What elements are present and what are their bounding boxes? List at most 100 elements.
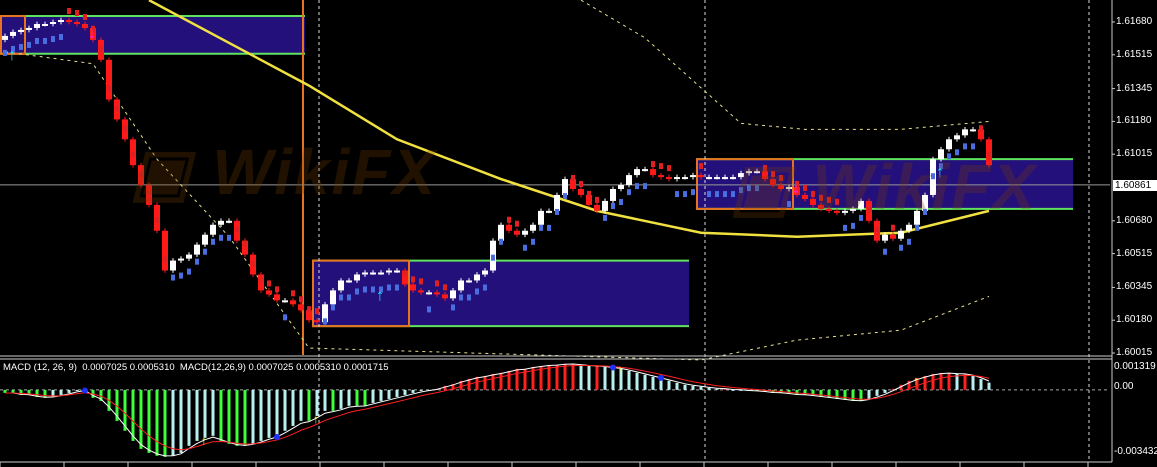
bull-candle bbox=[482, 270, 488, 275]
trend-marker bbox=[491, 254, 495, 261]
macd-histogram-bar bbox=[987, 382, 991, 390]
zone-signal-box bbox=[696, 158, 794, 210]
macd-histogram-bar bbox=[443, 385, 447, 390]
trend-marker bbox=[691, 189, 695, 196]
bull-candle bbox=[858, 200, 864, 209]
trend-marker bbox=[627, 189, 631, 196]
macd-histogram-bar bbox=[507, 370, 511, 390]
macd-histogram-bar bbox=[355, 389, 359, 406]
bear-candle bbox=[106, 59, 112, 100]
macd-histogram-bar bbox=[963, 373, 967, 390]
macd-histogram-bar bbox=[419, 389, 423, 391]
trend-marker bbox=[3, 49, 7, 56]
macd-histogram-bar bbox=[571, 363, 575, 390]
bull-candle bbox=[338, 280, 344, 291]
macd-histogram-bar bbox=[251, 389, 255, 444]
macd-histogram-bar bbox=[915, 377, 919, 390]
bull-candle bbox=[18, 29, 24, 32]
bull-candle bbox=[730, 177, 736, 180]
trend-marker bbox=[899, 244, 903, 251]
trend-marker bbox=[131, 151, 135, 158]
bull-candle bbox=[26, 27, 32, 30]
bull-candle bbox=[962, 129, 968, 136]
trend-marker bbox=[59, 34, 63, 41]
trend-marker bbox=[979, 125, 983, 132]
trend-marker bbox=[275, 286, 279, 293]
trend-marker bbox=[51, 36, 55, 42]
bear-candle bbox=[410, 284, 416, 291]
up-arrow-icon: ↑ bbox=[936, 164, 944, 181]
macd-histogram-bar bbox=[763, 389, 767, 392]
trend-marker bbox=[587, 190, 591, 197]
bull-candle bbox=[202, 234, 208, 245]
trend-marker bbox=[643, 183, 647, 190]
trend-marker bbox=[851, 222, 855, 229]
price-tick-label: 1.61345 bbox=[1116, 82, 1153, 94]
macd-histogram-bar bbox=[723, 388, 727, 390]
bear-candle bbox=[650, 169, 656, 176]
macd-histogram-bar bbox=[451, 383, 455, 390]
bear-candle bbox=[290, 300, 296, 305]
up-arrow-icon: ↑ bbox=[8, 47, 16, 64]
zone-box bbox=[312, 260, 689, 327]
bear-candle bbox=[274, 294, 280, 301]
macd-histogram-bar bbox=[387, 389, 391, 399]
bear-candle bbox=[978, 129, 984, 140]
macd-histogram-bar bbox=[675, 382, 679, 390]
macd-histogram-bar bbox=[403, 389, 407, 395]
macd-histogram-bar bbox=[67, 389, 71, 393]
bull-candle bbox=[850, 208, 856, 211]
trend-marker bbox=[67, 8, 71, 14]
trend-marker bbox=[99, 45, 103, 52]
bull-candle bbox=[618, 185, 624, 189]
macd-histogram-bar bbox=[859, 389, 863, 401]
bull-candle bbox=[530, 224, 536, 231]
macd-histogram-bar bbox=[235, 389, 239, 446]
trend-marker bbox=[235, 226, 239, 233]
macd-histogram-bar bbox=[491, 373, 495, 390]
bear-candle bbox=[90, 27, 96, 40]
bear-candle bbox=[82, 23, 88, 28]
trend-marker bbox=[267, 280, 271, 287]
macd-histogram-bar bbox=[531, 366, 535, 390]
bull-candle bbox=[58, 20, 64, 23]
trend-marker bbox=[699, 163, 703, 170]
trend-marker bbox=[923, 208, 927, 215]
trend-marker bbox=[931, 173, 935, 180]
macd-histogram-bar bbox=[947, 372, 951, 390]
trend-marker bbox=[451, 304, 455, 311]
bear-candle bbox=[506, 224, 512, 231]
trend-marker bbox=[571, 174, 575, 181]
bull-candle bbox=[682, 177, 688, 180]
trend-marker bbox=[419, 278, 423, 285]
macd-histogram-bar bbox=[219, 389, 223, 441]
trend-marker bbox=[563, 193, 567, 200]
trend-marker bbox=[915, 224, 919, 231]
macd-histogram-bar bbox=[795, 389, 799, 395]
trend-marker bbox=[707, 191, 711, 198]
trend-marker bbox=[459, 294, 463, 301]
bull-candle bbox=[938, 149, 944, 160]
bull-candle bbox=[346, 280, 352, 283]
trend-marker bbox=[163, 256, 167, 263]
macd-histogram-bar bbox=[651, 376, 655, 390]
bear-candle bbox=[162, 230, 168, 271]
bear-candle bbox=[314, 320, 320, 323]
trend-marker bbox=[171, 274, 175, 281]
trend-marker bbox=[203, 248, 207, 255]
macd-histogram-bar bbox=[379, 389, 383, 401]
bull-candle bbox=[946, 139, 952, 150]
price-tick-label: 1.61180 bbox=[1116, 115, 1152, 127]
macd-histogram-bar bbox=[715, 388, 719, 390]
macd-histogram-bar bbox=[643, 374, 647, 390]
bull-candle bbox=[458, 280, 464, 291]
trend-marker bbox=[83, 13, 87, 20]
macd-histogram-bar bbox=[851, 389, 855, 401]
trend-marker bbox=[427, 306, 431, 313]
signal-line bbox=[5, 364, 990, 451]
trend-marker bbox=[323, 318, 327, 325]
bull-candle bbox=[562, 179, 568, 195]
macd-histogram-bar bbox=[499, 372, 503, 390]
bull-candle bbox=[186, 254, 192, 259]
macd-histogram-bar bbox=[155, 389, 159, 456]
